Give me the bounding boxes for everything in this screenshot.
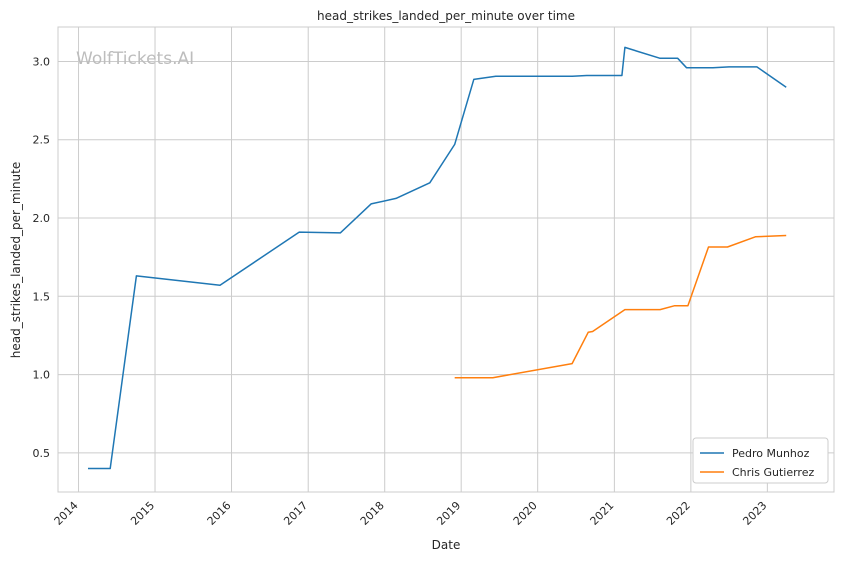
data-point-pedro-munhoz (712, 67, 714, 69)
data-point-chris-gutierrez (708, 246, 710, 248)
y-axis-ticks: 0.5 1.0 1.5 2.0 2.5 3.0 (33, 55, 51, 459)
data-point-pedro-munhoz (624, 47, 626, 49)
y-tick-label: 2.0 (33, 212, 51, 225)
series-line-pedro-munhoz (88, 46, 787, 470)
data-point-chris-gutierrez (659, 309, 661, 311)
data-point-chris-gutierrez (571, 363, 573, 365)
data-point-pedro-munhoz (495, 76, 497, 78)
data-point-pedro-munhoz (473, 79, 475, 81)
data-point-pedro-munhoz (109, 468, 111, 470)
legend-label-chris-gutierrez: Chris Gutierrez (732, 466, 814, 479)
x-axis-ticks: 2014 2015 2016 2017 2018 2019 2020 2021 2022 2023 (52, 499, 770, 528)
data-point-pedro-munhoz (785, 86, 787, 88)
data-point-chris-gutierrez (755, 236, 757, 238)
data-point-pedro-munhoz (395, 198, 397, 200)
x-axis-label: Date (432, 538, 461, 552)
legend-label-pedro-munhoz: Pedro Munhoz (732, 447, 810, 460)
data-point-chris-gutierrez (454, 377, 456, 379)
data-point-pedro-munhoz (677, 58, 679, 60)
y-axis-label: head_strikes_landed_per_minute (9, 162, 23, 359)
data-point-pedro-munhoz (339, 232, 341, 234)
y-tick-label: 0.5 (33, 447, 51, 460)
data-point-chris-gutierrez (492, 377, 494, 379)
data-point-chris-gutierrez (687, 305, 689, 307)
data-point-chris-gutierrez (785, 235, 787, 237)
chart-title: head_strikes_landed_per_minute over time (317, 9, 575, 23)
data-point-pedro-munhoz (429, 182, 431, 184)
data-point-pedro-munhoz (219, 285, 221, 287)
plot-area-frame (57, 26, 835, 493)
legend: Pedro Munhoz Chris Gutierrez (692, 437, 829, 484)
data-point-pedro-munhoz (572, 76, 574, 78)
data-point-chris-gutierrez (592, 331, 594, 333)
data-point-chris-gutierrez (674, 305, 676, 307)
data-point-pedro-munhoz (621, 75, 623, 77)
grid-lines (58, 27, 834, 492)
data-point-chris-gutierrez (587, 332, 589, 334)
data-point-pedro-munhoz (728, 66, 730, 68)
data-point-pedro-munhoz (87, 468, 89, 470)
y-tick-label: 1.5 (33, 290, 51, 303)
watermark-text: WolfTickets.AI (76, 49, 194, 69)
data-point-pedro-munhoz (586, 75, 588, 77)
series-lines (87, 46, 787, 470)
y-tick-label: 1.0 (33, 369, 51, 382)
series-line-chris-gutierrez (454, 234, 787, 379)
legend-box (692, 437, 829, 484)
data-point-pedro-munhoz (370, 203, 372, 205)
data-point-pedro-munhoz (659, 58, 661, 60)
y-tick-label: 2.5 (33, 134, 51, 147)
data-point-pedro-munhoz (686, 67, 688, 69)
data-point-pedro-munhoz (136, 275, 138, 277)
data-point-chris-gutierrez (624, 309, 626, 311)
data-point-chris-gutierrez (727, 246, 729, 248)
data-point-pedro-munhoz (298, 231, 300, 233)
y-tick-label: 3.0 (33, 55, 51, 68)
data-point-pedro-munhoz (454, 144, 456, 146)
data-point-pedro-munhoz (756, 66, 758, 68)
